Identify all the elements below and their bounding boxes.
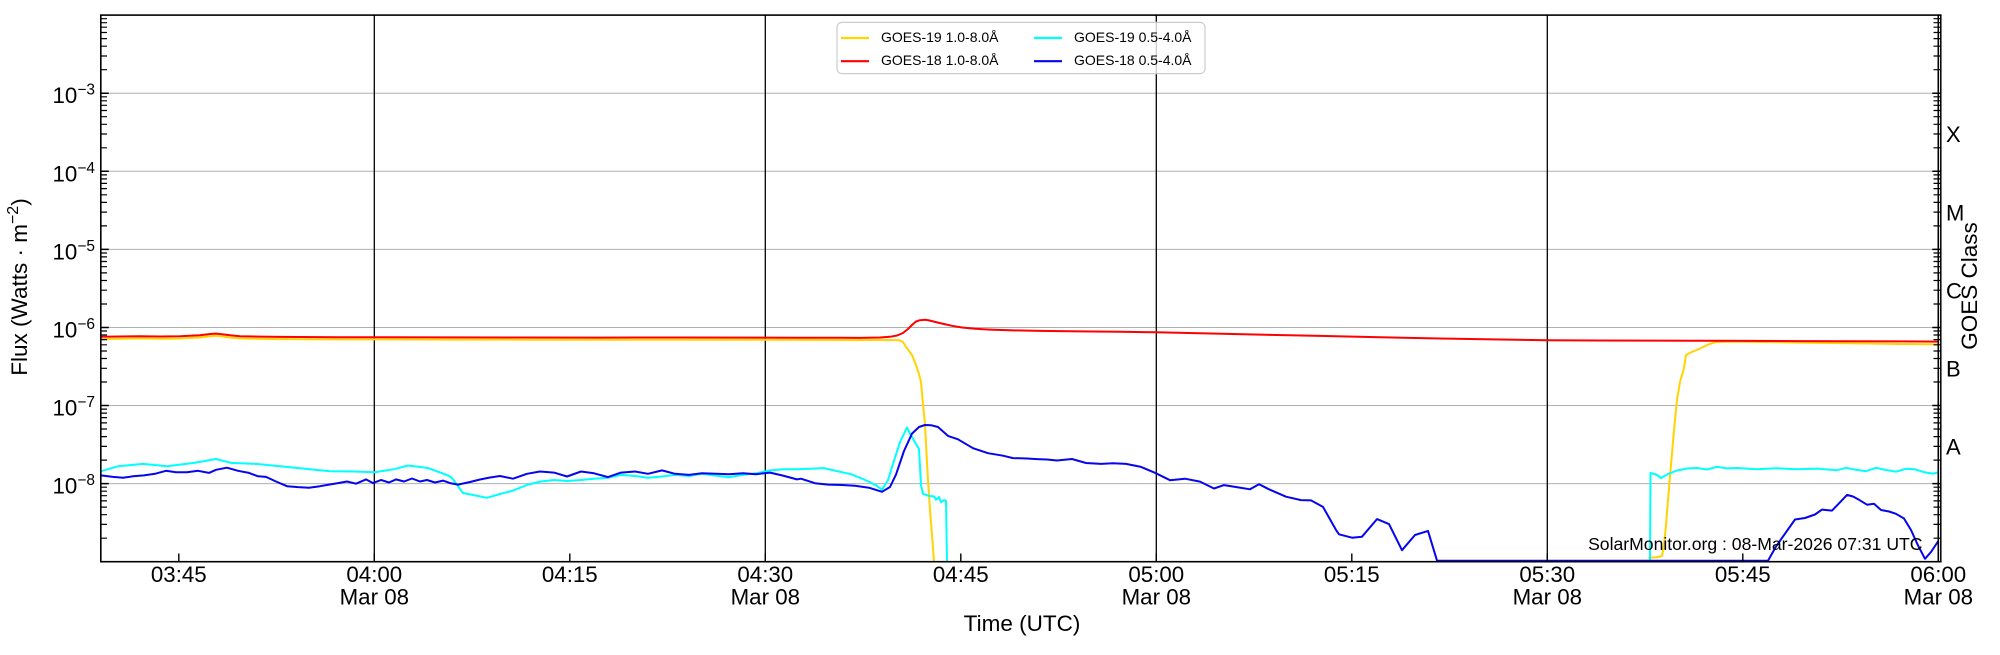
svg-text:03:45: 03:45 [151, 562, 207, 587]
svg-text:04:45: 04:45 [933, 562, 989, 587]
svg-text:10−4: 10−4 [53, 160, 96, 187]
svg-text:05:45: 05:45 [1715, 562, 1771, 587]
svg-text:M: M [1946, 200, 1964, 225]
svg-text:05:30: 05:30 [1519, 562, 1575, 587]
svg-text:10−7: 10−7 [53, 394, 96, 421]
svg-text:Mar 08: Mar 08 [340, 585, 409, 610]
svg-text:Mar 08: Mar 08 [1904, 585, 1973, 610]
svg-text:B: B [1946, 357, 1961, 382]
svg-text:SolarMonitor.org : 08-Mar-2026: SolarMonitor.org : 08-Mar-2026 07:31 UTC [1588, 534, 1923, 554]
svg-text:GOES Class: GOES Class [1957, 222, 1982, 350]
svg-text:05:00: 05:00 [1128, 562, 1184, 587]
svg-text:GOES-18 1.0-8.0Å: GOES-18 1.0-8.0Å [881, 52, 999, 68]
svg-text:GOES-18 0.5-4.0Å: GOES-18 0.5-4.0Å [1074, 52, 1192, 68]
svg-text:A: A [1946, 435, 1961, 460]
svg-text:Mar 08: Mar 08 [731, 585, 800, 610]
svg-text:C: C [1946, 278, 1962, 303]
svg-text:Mar 08: Mar 08 [1513, 585, 1582, 610]
svg-text:GOES-19 1.0-8.0Å: GOES-19 1.0-8.0Å [881, 29, 999, 45]
svg-text:04:00: 04:00 [346, 562, 402, 587]
svg-text:06:00: 06:00 [1910, 562, 1966, 587]
svg-text:04:15: 04:15 [542, 562, 598, 587]
svg-text:Flux (Watts · m−2): Flux (Watts · m−2) [5, 198, 32, 375]
svg-text:Time (UTC): Time (UTC) [964, 611, 1081, 636]
svg-text:X: X [1946, 122, 1961, 147]
svg-text:05:15: 05:15 [1324, 562, 1380, 587]
svg-text:GOES-19 0.5-4.0Å: GOES-19 0.5-4.0Å [1074, 29, 1192, 45]
svg-text:04:30: 04:30 [737, 562, 793, 587]
svg-text:Mar 08: Mar 08 [1122, 585, 1191, 610]
